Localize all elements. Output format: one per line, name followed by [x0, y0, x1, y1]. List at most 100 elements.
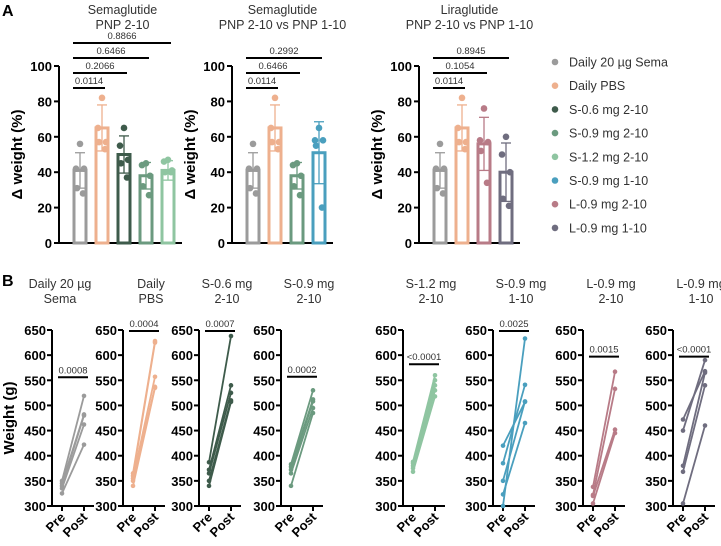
data-point	[275, 138, 283, 146]
y-tick-label: 400	[375, 449, 397, 464]
legend-label: Daily PBS	[569, 79, 625, 93]
post-point	[702, 423, 708, 428]
post-point	[81, 393, 87, 399]
y-axis-label: Weight (g)	[1, 381, 18, 454]
data-point	[484, 138, 492, 146]
p-value: 0.0002	[287, 365, 316, 376]
y-tick-label: 600	[253, 348, 275, 363]
y-tick-label: 500	[375, 398, 397, 413]
data-point	[455, 138, 463, 146]
y-tick-label: 400	[24, 449, 46, 464]
data-point	[160, 158, 168, 165]
legend-label: Daily 20 µg Sema	[569, 56, 668, 70]
y-tick-label: 350	[465, 474, 487, 489]
y-tick-label: 300	[465, 499, 487, 514]
y-tick-label: 550	[95, 373, 117, 388]
post-point	[522, 336, 528, 341]
subplot-title: 2-10	[598, 292, 623, 306]
y-tick-label: 600	[645, 348, 667, 363]
data-point	[123, 174, 131, 181]
pre-point	[680, 469, 686, 475]
post-point	[81, 422, 87, 427]
post-point	[310, 410, 316, 416]
p-value: 0.0114	[248, 76, 276, 87]
post-point	[702, 370, 708, 376]
post-point	[432, 394, 438, 399]
subplot-title: 2-10	[418, 292, 443, 306]
subplot-title: S-0.6 mg	[202, 277, 253, 291]
paired-line	[682, 385, 706, 473]
paired-line	[208, 392, 232, 474]
subplot-title: 1-10	[508, 292, 533, 306]
pre-point	[680, 417, 686, 422]
y-tick-label: 100	[30, 59, 52, 74]
data-point	[439, 190, 447, 197]
p-value: 0.2992	[269, 46, 298, 57]
chart-title: Semaglutide	[88, 3, 158, 17]
data-point	[252, 190, 260, 197]
y-tick-label: 0	[405, 236, 412, 251]
y-tick-label: 0	[45, 236, 52, 251]
p-value: 0.6466	[258, 61, 287, 72]
legend-marker	[551, 177, 559, 184]
data-point	[318, 204, 326, 211]
legend-label: S-0.9 mg 1-10	[569, 174, 648, 188]
pre-point	[500, 460, 506, 466]
data-point	[432, 165, 440, 172]
y-tick-label: 550	[645, 373, 667, 388]
data-point	[249, 140, 257, 148]
y-tick-label: 450	[253, 424, 275, 439]
data-point	[506, 168, 514, 176]
subplot-title: Sema	[44, 292, 77, 306]
data-point	[315, 124, 323, 132]
y-tick-label: 350	[171, 474, 193, 489]
p-value: 0.2066	[85, 61, 114, 72]
y-tick-label: 550	[375, 373, 397, 388]
legend-marker	[551, 224, 559, 232]
post-point	[310, 405, 316, 411]
y-tick-label: 450	[95, 424, 117, 439]
data-point	[245, 165, 253, 172]
paired-line	[132, 342, 156, 476]
y-tick-label: 450	[555, 424, 577, 439]
data-point	[120, 124, 128, 132]
post-point	[152, 374, 158, 380]
pre-point	[130, 483, 136, 489]
paired-line	[502, 401, 526, 482]
y-tick-label: 450	[645, 424, 667, 439]
y-tick-label: 80	[398, 94, 412, 109]
y-tick-label: 80	[211, 94, 225, 109]
pre-point	[59, 491, 65, 496]
y-tick-label: 500	[555, 398, 577, 413]
x-tick-label: Post	[681, 509, 712, 540]
data-point	[94, 124, 102, 132]
p-value: <0.0001	[407, 352, 442, 363]
subplot-title: S-0.9 mg	[496, 277, 547, 291]
y-tick-label: 300	[95, 499, 117, 514]
paired-line	[682, 359, 706, 431]
y-tick-label: 60	[211, 130, 225, 145]
y-tick-label: 100	[203, 59, 225, 74]
post-point	[228, 383, 234, 388]
legend-marker	[551, 106, 559, 113]
data-point	[72, 165, 80, 172]
y-tick-label: 350	[95, 474, 117, 489]
data-point	[477, 147, 485, 155]
data-point	[116, 142, 124, 149]
legend-marker	[551, 82, 559, 89]
y-tick-label: 600	[171, 348, 193, 363]
y-tick-label: 0	[218, 236, 225, 251]
y-axis-label: Δ weight (%)	[182, 110, 199, 200]
y-tick-label: 600	[555, 348, 577, 363]
subplot-title: Daily 20 µg	[29, 277, 92, 291]
y-tick-label: 500	[645, 398, 667, 413]
post-point	[432, 388, 438, 393]
data-point	[79, 190, 87, 197]
y-axis-label: Δ weight (%)	[9, 110, 26, 200]
y-tick-label: 500	[24, 398, 46, 413]
data-point	[102, 138, 110, 146]
data-point	[436, 140, 444, 148]
paired-line	[61, 395, 85, 482]
y-tick-label: 400	[171, 449, 193, 464]
chart-title: PNP 2-10 vs PNP 1-10	[406, 18, 533, 32]
